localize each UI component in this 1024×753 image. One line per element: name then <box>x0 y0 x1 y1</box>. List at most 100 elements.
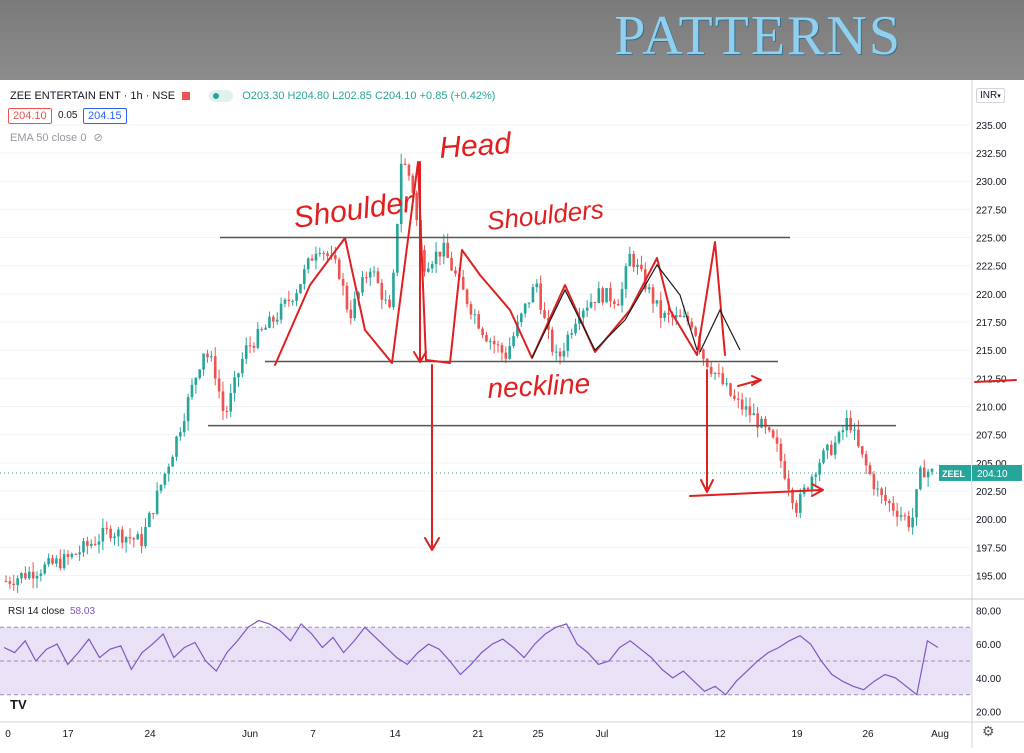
candle-body <box>531 287 535 303</box>
candle-body <box>415 192 418 221</box>
candle-body <box>756 413 759 428</box>
candle-body <box>860 446 864 455</box>
candle-body <box>725 383 728 385</box>
candle-body <box>767 427 771 431</box>
candle-body <box>570 333 573 335</box>
candle-body <box>407 164 411 176</box>
candle-body <box>872 473 876 490</box>
candle-body <box>624 266 628 290</box>
candle-body <box>523 303 527 314</box>
candle-body <box>636 264 639 268</box>
candle-body <box>454 270 457 274</box>
target-arrow-line <box>424 364 440 551</box>
annotation-neckline: neckline <box>487 368 591 404</box>
candle-body <box>337 259 341 279</box>
candle-body <box>562 350 566 357</box>
annotation-right_shoulder: Shoulders <box>485 194 605 236</box>
candle-body <box>527 302 531 304</box>
candle-body <box>217 378 221 392</box>
spread-value: 0.05 <box>58 110 78 121</box>
candle-body <box>268 316 271 328</box>
candle-body <box>341 278 345 286</box>
candle-body <box>372 271 376 273</box>
candle-body <box>159 484 163 491</box>
candle-body <box>841 430 845 433</box>
settings-gear-icon[interactable]: ⚙ <box>982 723 995 739</box>
candle-body <box>876 488 880 490</box>
candle-body <box>543 309 546 319</box>
candle-body <box>163 473 167 485</box>
y-tick-label: 227.50 <box>976 205 1007 216</box>
rsi-title[interactable]: RSI 14 close <box>8 606 65 617</box>
candle-body <box>868 465 872 474</box>
candle-body <box>853 429 856 431</box>
candle-body <box>58 558 62 569</box>
candle-body <box>20 573 23 579</box>
candle-body <box>51 558 54 564</box>
candle-body <box>609 288 612 302</box>
candle-body <box>597 288 601 303</box>
ema-indicator-label[interactable]: EMA 50 close 0 ⊘ <box>10 131 103 144</box>
candle-body <box>55 558 58 564</box>
market-status-icon <box>182 92 191 101</box>
symbol-tag-label: ZEEL <box>942 469 966 479</box>
candle-body <box>581 310 585 318</box>
candle-body <box>857 429 860 447</box>
candle-body <box>430 264 434 269</box>
candle-body <box>585 307 589 311</box>
rsi-line <box>3 619 939 696</box>
candle-body <box>124 537 128 543</box>
candle-body <box>186 397 190 422</box>
x-tick-label: 12 <box>714 729 726 740</box>
candle-body <box>109 528 112 539</box>
candle-body <box>481 328 484 336</box>
candle-body <box>705 358 709 367</box>
y-tick-label: 217.50 <box>976 318 1007 329</box>
candle-body <box>194 377 198 385</box>
candle-body <box>682 315 686 317</box>
x-tick-label: 25 <box>532 729 544 740</box>
candle-body <box>93 543 97 545</box>
candle-body <box>303 269 306 285</box>
candle-body <box>361 277 364 293</box>
candle-body <box>674 315 678 318</box>
candle-body <box>911 517 914 528</box>
candle-body <box>647 287 651 290</box>
y-tick-label: 197.50 <box>976 543 1007 554</box>
candle-body <box>206 353 209 358</box>
candle-body <box>24 573 27 579</box>
sell-price-box[interactable]: 204.10 <box>8 108 52 124</box>
candle-body <box>427 268 430 272</box>
candle-body <box>485 335 488 342</box>
candle-body <box>930 468 934 472</box>
candle-body <box>837 432 841 443</box>
x-tick-label: 24 <box>144 729 156 740</box>
symbol-line[interactable]: ZEE ENTERTAIN ENT · 1h · NSE <box>10 90 176 102</box>
candle-body <box>736 398 740 400</box>
y-tick-label: 212.50 <box>976 374 1007 385</box>
rsi-tick-label: 20.00 <box>976 708 1001 719</box>
candle-body <box>310 258 314 261</box>
buy-price-box[interactable]: 204.15 <box>83 108 127 124</box>
candle-body <box>702 349 705 359</box>
candle-body <box>845 417 849 431</box>
symbol-header[interactable]: ZEE ENTERTAIN ENT · 1h · NSE O203.30 H20… <box>10 90 495 103</box>
currency-selector[interactable]: INR▾ <box>976 88 1005 103</box>
candle-body <box>771 430 775 438</box>
candle-body <box>97 541 101 545</box>
candle-body <box>779 443 783 462</box>
x-tick-label: 7 <box>310 729 316 740</box>
candle-body <box>640 264 643 270</box>
price-chart[interactable]: 235.00 232.50 230.00 227.50 225.00 222.50 220.… <box>0 80 1024 748</box>
candle-body <box>473 314 477 316</box>
hidden-eye-icon[interactable]: ⊘ <box>93 132 103 144</box>
candle-body <box>814 474 818 477</box>
candle-body <box>353 298 357 319</box>
candle-body <box>442 242 446 257</box>
candle-body <box>926 471 930 478</box>
annotation-head: Head <box>438 127 513 165</box>
candle-body <box>729 383 732 396</box>
chart-area[interactable]: 235.00 232.50 230.00 227.50 225.00 222.50 220.… <box>0 80 1024 748</box>
y-tick-label: 225.00 <box>976 234 1007 245</box>
live-status-icon <box>209 90 234 103</box>
